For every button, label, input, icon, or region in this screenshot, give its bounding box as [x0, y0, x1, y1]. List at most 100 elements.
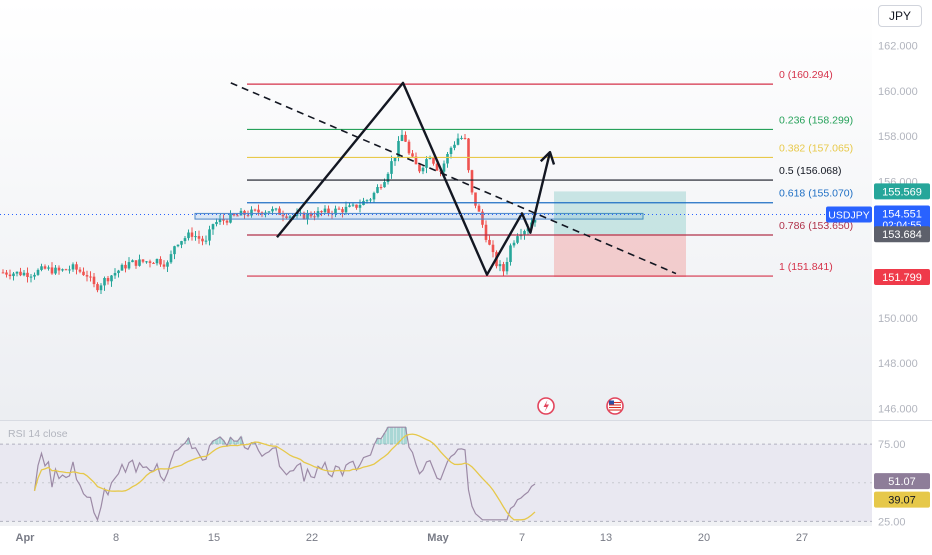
rsi-indicator: 75.00 25.00 RSI 14 close 51.07 39.07 — [0, 426, 930, 528]
candle-body — [271, 208, 274, 212]
candle-body — [15, 271, 19, 274]
candle-body — [29, 276, 33, 278]
candle-body — [295, 213, 299, 217]
fib-level-label: 1 (151.841) — [779, 261, 833, 273]
price-tick-label: 160.000 — [878, 86, 918, 98]
candle-body — [250, 209, 253, 216]
candle-body — [372, 192, 376, 200]
candle-body — [40, 266, 43, 270]
time-tick-label: 20 — [698, 532, 710, 544]
candle-body — [432, 157, 435, 164]
candle-body — [421, 167, 425, 172]
candle-body — [225, 220, 229, 223]
candle-body — [414, 156, 418, 165]
rsi-value-box — [874, 473, 930, 490]
candle-body — [57, 267, 61, 271]
us-flag-icon[interactable] — [606, 397, 624, 415]
symbol-tag-text: USDJPY — [828, 210, 869, 222]
candle-body — [285, 216, 288, 218]
candle-body — [470, 170, 474, 193]
price-label-box — [874, 183, 930, 200]
candle-body — [369, 199, 372, 201]
rsi-ma-value-label: 39.07 — [888, 495, 916, 507]
fib-level-label: 0.786 (153.650) — [779, 220, 853, 232]
candle-body — [134, 260, 138, 266]
candle-body — [218, 219, 222, 223]
candle-body — [68, 269, 71, 271]
price-tick-label: 148.000 — [878, 358, 918, 370]
candle-body — [533, 220, 537, 223]
candle-body — [512, 242, 516, 246]
candle-body — [320, 211, 323, 213]
candle-body — [187, 232, 190, 239]
candle-body — [127, 262, 131, 269]
candle-body — [50, 267, 54, 274]
candle-body — [484, 224, 488, 240]
candle-body — [435, 163, 439, 171]
candle-body — [85, 275, 89, 277]
candle-body — [365, 200, 369, 202]
trend-line — [230, 82, 677, 275]
candle-body — [208, 229, 211, 241]
candle-body — [113, 273, 117, 276]
candle-body — [516, 236, 519, 243]
rsi-band — [0, 444, 872, 522]
candle-body — [243, 210, 246, 215]
candle-body — [190, 232, 194, 237]
price-label-box — [874, 205, 930, 232]
event-icons[interactable] — [537, 397, 624, 415]
candle-body — [71, 264, 75, 270]
candle-body — [54, 267, 57, 274]
currency-button[interactable]: JPY — [878, 5, 922, 27]
candle-body — [449, 147, 453, 155]
candle-body — [446, 154, 449, 164]
candle-body — [8, 274, 12, 277]
candle-body — [92, 276, 96, 285]
candle-body — [355, 204, 358, 208]
candle-body — [323, 208, 327, 213]
candle-body — [463, 137, 467, 139]
time-tick-label: May — [427, 532, 449, 544]
candle-body — [428, 157, 432, 160]
candle-body — [397, 140, 400, 158]
candle-body — [393, 157, 397, 162]
time-tick-label: 8 — [113, 532, 119, 544]
fib-level-label: 0.618 (155.070) — [779, 188, 853, 200]
candle-body — [64, 269, 68, 271]
candle-body — [152, 262, 155, 264]
candle-body — [236, 215, 239, 217]
candle-body — [404, 134, 407, 142]
price-pane-background — [0, 0, 872, 420]
candle-body — [306, 213, 309, 219]
candle-body — [169, 254, 173, 263]
time-tick-label: 15 — [208, 532, 220, 544]
rsi-level-label: 25.00 — [878, 516, 906, 528]
time-tick-label: 13 — [600, 532, 612, 544]
candle-body — [155, 258, 159, 264]
candle-body — [425, 159, 428, 168]
candle-body — [327, 208, 330, 214]
candle-body — [141, 259, 145, 262]
candle-body — [302, 212, 306, 219]
price-label-box — [874, 226, 930, 243]
candle-body — [131, 260, 134, 263]
stop-zone — [554, 234, 686, 277]
candle-body — [257, 209, 260, 213]
candle-body — [400, 134, 404, 141]
candle-body — [523, 231, 526, 235]
candle-body — [78, 269, 82, 272]
candle-body — [379, 187, 383, 189]
price-tick-label: 162.000 — [878, 40, 918, 52]
candle-body — [509, 245, 512, 263]
fib-level-label: 0.382 (157.065) — [779, 142, 853, 154]
candle-body — [47, 267, 50, 269]
candle-body — [26, 272, 29, 278]
price-tick-label: 150.000 — [878, 313, 918, 325]
rsi-line — [33, 426, 536, 522]
candle-body — [176, 244, 180, 247]
candle-body — [204, 240, 208, 242]
lightning-glyph — [543, 400, 549, 412]
candle-body — [159, 258, 162, 265]
